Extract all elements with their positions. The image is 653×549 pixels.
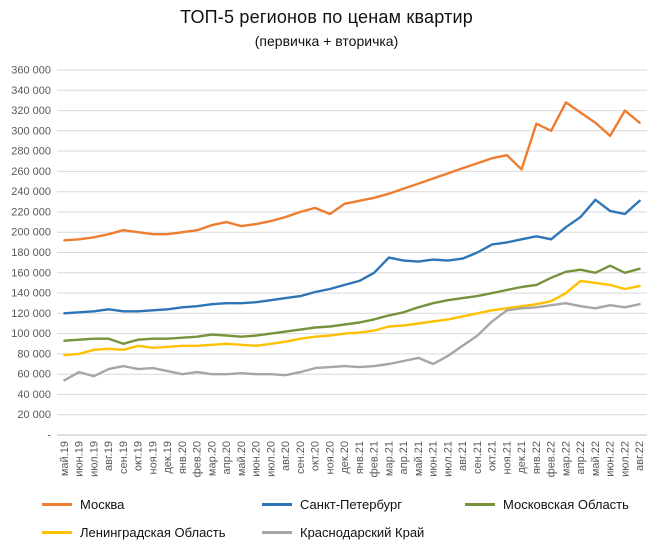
legend-item-0: Москва (42, 496, 124, 512)
legend-line-swatch (262, 502, 292, 506)
legend-label: Ленинградская Область (80, 524, 226, 540)
y-axis-label: 260 000 (11, 166, 51, 178)
y-axis-label: 20 000 (17, 409, 51, 421)
x-axis-label: июн.20 (251, 441, 263, 477)
legend-label: Санкт-Петербург (300, 496, 402, 512)
x-axis-label: янв.21 (354, 441, 366, 474)
x-axis-label: сен.20 (295, 441, 307, 474)
series-line-3 (63, 279, 641, 357)
x-axis-label: фев.20 (192, 441, 204, 477)
x-axis-label: окт.19 (133, 441, 145, 471)
x-axis-label: май.21 (413, 441, 425, 476)
y-axis-label: - (47, 430, 51, 442)
y-axis-label: 140 000 (11, 288, 51, 300)
legend-label: Московская Область (503, 496, 629, 512)
x-axis-label: май.19 (59, 441, 71, 476)
y-axis-label: 160 000 (11, 267, 51, 279)
y-axis-label: 360 000 (11, 65, 51, 77)
x-axis-label: авг.20 (280, 441, 292, 471)
legend-line-swatch (42, 502, 72, 506)
y-axis-label: 200 000 (11, 227, 51, 239)
legend-item-3: Ленинградская Область (42, 524, 226, 540)
legend-item-2: Московская Область (465, 496, 629, 512)
y-axis-label: 40 000 (17, 389, 51, 401)
x-axis-label: сен.19 (118, 441, 130, 474)
x-axis-label: дек.21 (516, 441, 528, 474)
x-axis-label: июл.19 (88, 441, 100, 477)
x-axis-label: янв.20 (177, 441, 189, 474)
y-axis-label: 340 000 (11, 85, 51, 97)
x-axis-label: июл.22 (619, 441, 631, 477)
x-axis-label: дек.20 (339, 441, 351, 474)
legend-line-swatch (42, 530, 72, 534)
x-axis-label: дек.19 (162, 441, 174, 474)
x-axis-label: май.20 (236, 441, 248, 476)
series-line-1 (63, 198, 641, 315)
y-axis-label: 100 000 (11, 328, 51, 340)
y-axis-label: 300 000 (11, 125, 51, 137)
x-axis-label: мар.21 (383, 441, 395, 476)
legend-item-4: Краснодарский Край (262, 524, 424, 540)
legend-item-1: Санкт-Петербург (262, 496, 402, 512)
y-axis-label: 120 000 (11, 308, 51, 320)
x-axis-label: авг.22 (634, 441, 646, 471)
series-line-0 (63, 101, 641, 242)
x-axis-label: ноя.20 (324, 441, 336, 474)
line-chart: 360 000 340 000 320 000 300 000 280 000 260 0… (11, 65, 647, 477)
y-axis-label: 180 000 (11, 247, 51, 259)
x-axis-label: апр.20 (221, 441, 233, 474)
legend-label: Краснодарский Край (300, 524, 425, 540)
x-axis-label: июн.19 (74, 441, 86, 477)
y-axis-label: 220 000 (11, 206, 51, 218)
x-axis-label: июл.20 (265, 441, 277, 477)
x-axis-label: июн.21 (428, 441, 440, 477)
legend-line-swatch (262, 530, 292, 534)
series-line-4 (63, 301, 641, 382)
x-axis-label: мар.20 (206, 441, 218, 476)
legend-line-swatch (465, 502, 495, 506)
x-axis-label: май.22 (590, 441, 602, 476)
y-axis-label: 280 000 (11, 146, 51, 158)
chart-title: ТОП-5 регионов по ценам квартир (180, 7, 473, 27)
x-axis-label: ноя.19 (147, 441, 159, 474)
y-axis-label: 60 000 (17, 369, 51, 381)
x-axis-label: апр.22 (575, 441, 587, 474)
x-axis-label: сен.21 (472, 441, 484, 474)
x-axis-label: фев.22 (546, 441, 558, 477)
x-axis-label: апр.21 (398, 441, 410, 474)
x-axis-label: июн.22 (605, 441, 617, 477)
y-axis-label: 240 000 (11, 186, 51, 198)
x-axis-label: авг.19 (103, 441, 115, 471)
x-axis-label: авг.21 (457, 441, 469, 471)
y-axis-label: 320 000 (11, 105, 51, 117)
x-axis-label: мар.22 (560, 441, 572, 476)
x-axis-label: фев.21 (369, 441, 381, 477)
x-axis-label: окт.20 (310, 441, 322, 471)
x-axis-label: янв.22 (531, 441, 543, 474)
legend-label: Москва (80, 496, 125, 512)
y-axis-label: 80 000 (17, 348, 51, 360)
chart-subtitle: (первичка + вторичка) (254, 33, 399, 49)
x-axis-label: ноя.21 (501, 441, 513, 474)
series-line-2 (63, 264, 641, 345)
x-axis-label: июл.21 (442, 441, 454, 477)
x-axis-label: окт.21 (487, 441, 499, 471)
